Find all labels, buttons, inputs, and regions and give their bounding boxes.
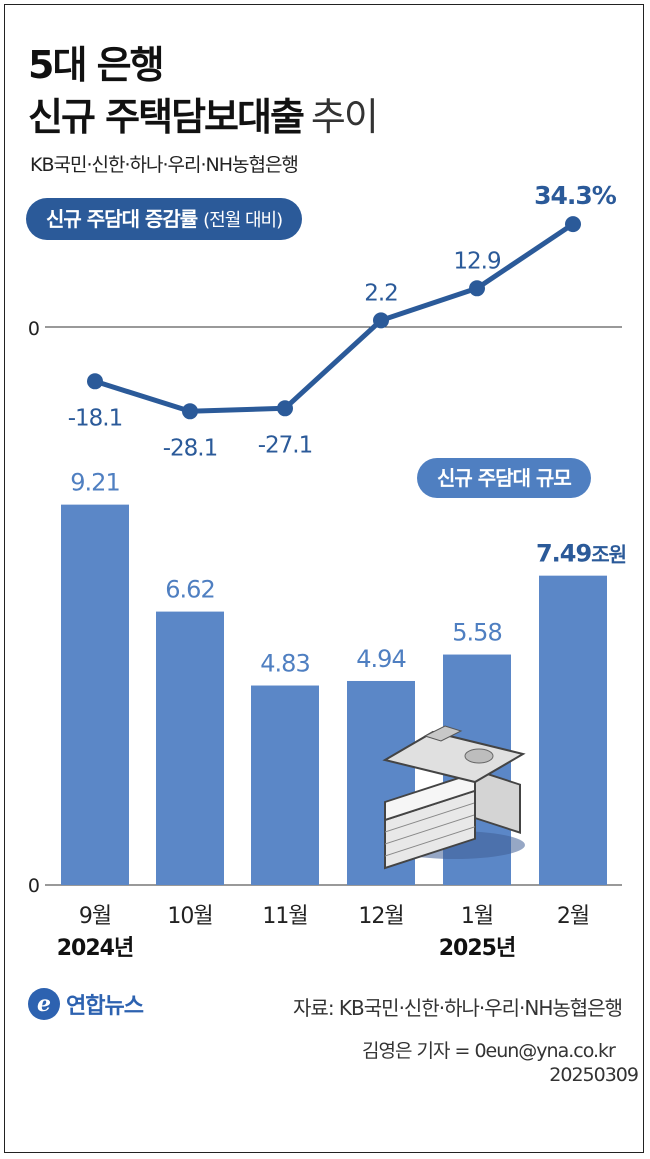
rate-point [469, 280, 485, 297]
rate-point [373, 312, 389, 329]
x-tick-label: 9월 [79, 904, 111, 929]
year-label-2025: 2025년 [439, 936, 515, 961]
bar-value-label: 6.62 [165, 576, 214, 604]
rate-value-label: 2.2 [364, 280, 398, 306]
rate-value-label: -18.1 [68, 405, 123, 431]
bar [251, 685, 319, 885]
reporter-text: 김영은 기자 = 0eun@yna.co.kr [362, 1040, 616, 1062]
yonhap-logo-icon: e [28, 988, 60, 1020]
bar-value-label: 4.83 [260, 650, 309, 678]
title-trend: 추이 [310, 95, 379, 139]
rate-line [92, 221, 576, 414]
bar-value-label: 9.21 [70, 469, 119, 497]
bar [539, 575, 607, 885]
title-line-1: 5대 은행 [28, 43, 165, 87]
logo: e 연합뉴스 [28, 988, 144, 1020]
year-label-2024: 2024년 [57, 936, 133, 961]
bar-unit-label: 조원 [591, 543, 626, 567]
money-stack-icon [382, 725, 526, 870]
bar-value-label: 7.49조원 [536, 540, 626, 568]
subtitle: KB국민·신한·하나·우리·NH농협은행 [30, 154, 299, 176]
logo-text: 연합뉴스 [66, 994, 144, 1019]
rate-point [277, 400, 293, 417]
title-main: 신규 주택담보대출 [28, 95, 305, 139]
rate-point [87, 373, 103, 390]
date-text: 20250309 [549, 1064, 639, 1086]
rate-value-label: -28.1 [163, 435, 218, 461]
rate-series-label: 신규 주담대 증감률 (전월 대비) [26, 198, 303, 240]
chart-canvas: 0 -18.1 -28.1 -27.1 2.2 12.9 34.3% 0 9.21 6.62 4.… [28, 181, 627, 961]
bar [61, 504, 129, 885]
x-tick-label: 1월 [461, 904, 493, 929]
rate-point [565, 216, 581, 233]
bar-value-label: 5.58 [452, 619, 501, 647]
x-tick-label: 2월 [557, 904, 589, 929]
title-line-2: 신규 주택담보대출 추이 [28, 86, 379, 141]
x-tick-label: 12월 [358, 904, 403, 929]
bar [156, 611, 224, 885]
rate-point [182, 403, 198, 420]
x-tick-label: 11월 [262, 904, 307, 929]
rate-value-label: -27.1 [258, 432, 313, 458]
bar-zero-label: 0 [28, 875, 40, 897]
source-text: 자료: KB국민·신한·하나·우리·NH농협은행 [293, 996, 623, 1020]
rate-value-label: 12.9 [453, 248, 501, 274]
size-series-label: 신규 주담대 규모 [417, 458, 591, 498]
rate-zero-label: 0 [28, 318, 40, 340]
rate-label-main: 신규 주담대 증감률 [46, 207, 198, 231]
x-tick-label: 10월 [167, 904, 212, 929]
frame-border [4, 4, 644, 1153]
rate-label-paren: (전월 대비) [203, 210, 283, 231]
bar-value-label: 4.94 [356, 645, 405, 673]
rate-value-label: 34.3% [534, 181, 617, 210]
